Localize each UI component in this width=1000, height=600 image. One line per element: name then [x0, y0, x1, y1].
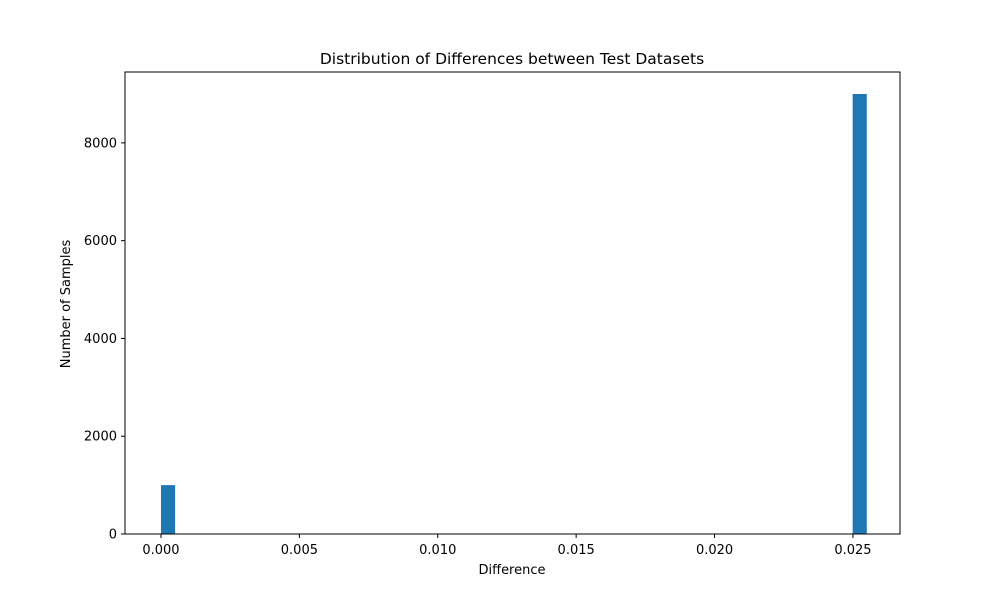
chart-title: Distribution of Differences between Test… — [320, 50, 704, 68]
y-tick-label: 6000 — [84, 234, 117, 249]
x-tick-label: 0.005 — [281, 543, 318, 558]
y-tick-label: 2000 — [84, 430, 117, 445]
x-tick-label: 0.015 — [558, 543, 595, 558]
x-axis-label: Difference — [478, 563, 545, 578]
histogram-bar-1 — [852, 94, 867, 534]
histogram-bar-0 — [160, 485, 176, 534]
y-tick-label: 8000 — [84, 136, 117, 151]
x-tick-label: 0.020 — [696, 543, 733, 558]
bars-group — [160, 94, 867, 534]
y-axis: 0 2000 4000 6000 8000 — [84, 136, 125, 543]
y-axis-label: Number of Samples — [59, 240, 74, 369]
x-tick-label: 0.025 — [834, 543, 871, 558]
x-tick-label: 0.000 — [142, 543, 179, 558]
x-tick-label: 0.010 — [419, 543, 456, 558]
y-tick-label: 4000 — [84, 332, 117, 347]
y-tick-label: 0 — [109, 528, 117, 543]
plot-frame — [124, 71, 901, 535]
x-axis: 0.000 0.005 0.010 0.015 0.020 0.025 — [142, 534, 872, 558]
